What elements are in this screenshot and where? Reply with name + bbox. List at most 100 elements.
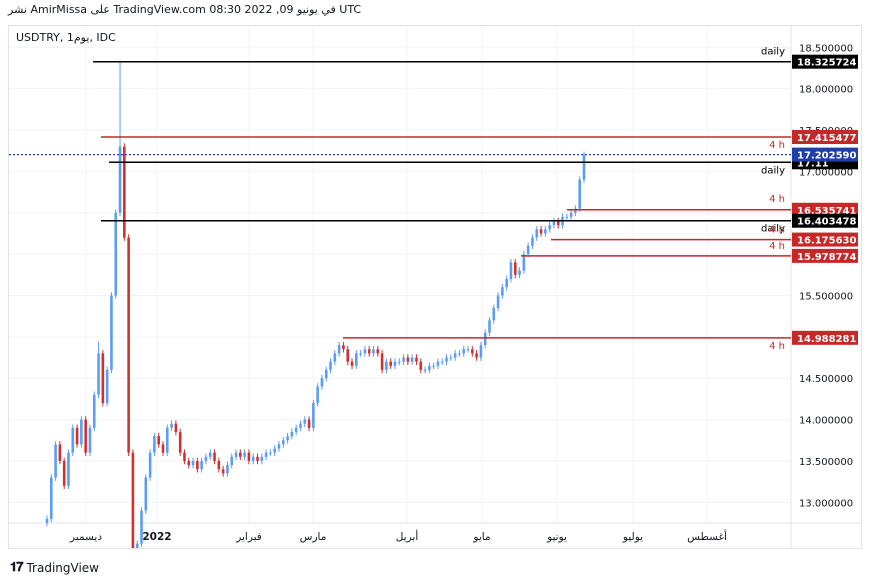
- candle-body: [393, 361, 397, 366]
- candle-body: [445, 357, 448, 362]
- candle-body: [294, 427, 298, 432]
- level-price-tag-bg: [792, 213, 858, 228]
- candle-body: [187, 460, 191, 466]
- level-price-tag-bg: [792, 54, 858, 69]
- candle-body: [299, 423, 302, 428]
- candle-body: [320, 378, 324, 387]
- candle-body: [239, 452, 242, 457]
- level-timeframe-label: daily: [761, 224, 785, 235]
- x-tick-label: يونيو: [546, 531, 567, 543]
- candle-body: [355, 353, 358, 366]
- candle-body: [110, 295, 113, 370]
- candle-body: [522, 254, 526, 271]
- candle-body: [539, 229, 543, 234]
- candle-body: [123, 146, 126, 238]
- level-price-tag: 14.988281: [792, 330, 858, 345]
- candle-body: [367, 349, 371, 354]
- level-timeframe-label: daily: [761, 47, 785, 58]
- candle-body: [54, 444, 57, 478]
- level-price-tag-label: 18.325724: [797, 58, 857, 69]
- y-tick-label: 14.000000: [799, 416, 853, 427]
- candle-body: [226, 465, 229, 474]
- candle-body: [118, 146, 122, 213]
- candle-body: [312, 403, 315, 428]
- candlestick-chart[interactable]: 18.50000018.00000017.50000017.00000016.5…: [9, 26, 861, 548]
- candle-body: [234, 452, 238, 457]
- footer-brand: TradingView: [26, 560, 99, 575]
- level-timeframe-label: 4 h: [769, 140, 785, 151]
- candle-body: [578, 179, 581, 209]
- level-price-tag-label: 16.175630: [797, 236, 857, 247]
- candle-body: [97, 353, 100, 395]
- candle-body: [376, 349, 380, 354]
- candle-body: [105, 369, 109, 404]
- candle-body: [191, 460, 195, 466]
- candle-body: [428, 365, 431, 370]
- candle-body: [333, 353, 337, 362]
- x-tick-label: فبراير: [235, 531, 262, 543]
- candle-body: [466, 349, 470, 351]
- candle-body: [492, 307, 496, 321]
- candle-body: [58, 444, 62, 461]
- x-tick-label: مارس: [300, 531, 327, 543]
- level-price-tag-label: 16.403478: [797, 217, 857, 228]
- current-price-tag: 17.202590: [792, 147, 858, 162]
- candle-body: [324, 369, 328, 379]
- candle-body: [178, 431, 182, 453]
- candle-body: [200, 460, 203, 470]
- candle-body: [531, 237, 534, 246]
- tradingview-logo-icon: 𝟏𝟕: [10, 560, 24, 575]
- candle-body: [62, 460, 66, 486]
- candle-body: [264, 452, 268, 457]
- candle-body: [196, 460, 199, 470]
- candle-body: [135, 543, 139, 548]
- candle-body: [230, 456, 234, 466]
- candle-body: [165, 427, 169, 453]
- candle-body: [346, 349, 350, 362]
- candle-body: [67, 452, 70, 486]
- candle-body: [574, 208, 577, 213]
- candle-body: [453, 353, 457, 358]
- level-price-tag-bg: [792, 130, 858, 145]
- chart-frame[interactable]: 18.50000018.00000017.50000017.00000016.5…: [8, 25, 862, 549]
- candle-body: [513, 262, 517, 275]
- candle-body: [286, 436, 289, 441]
- candle-body: [256, 456, 259, 461]
- candle-body: [290, 431, 294, 437]
- candle-body: [462, 349, 466, 354]
- candle-body: [170, 423, 173, 428]
- candle-body: [157, 436, 160, 445]
- candle-body: [535, 229, 539, 238]
- x-tick-label: أبريل: [396, 529, 419, 543]
- candle-body: [509, 262, 513, 279]
- candle-body: [372, 349, 375, 354]
- candle-body: [140, 510, 143, 544]
- level-price-tag: 16.175630: [792, 232, 858, 247]
- level-timeframe-label: 4 h: [769, 241, 785, 252]
- candle-body: [71, 427, 75, 453]
- candle-body: [350, 361, 354, 366]
- level-price-tag-label: 15.978774: [797, 252, 857, 263]
- level-timeframe-label: 4 h: [769, 194, 785, 205]
- candle-body: [208, 452, 212, 457]
- level-price-tag-label: 16.535741: [797, 206, 857, 217]
- candle-body: [45, 518, 49, 523]
- candle-body: [548, 225, 551, 230]
- candle-body: [505, 278, 508, 288]
- candle-body: [204, 456, 208, 461]
- level-price-tag-bg: [792, 232, 858, 247]
- level-price-tag-label: 14.988281: [797, 334, 857, 345]
- candle-body: [101, 353, 105, 404]
- candle-body: [569, 212, 573, 217]
- candle-body: [397, 361, 401, 363]
- candle-body: [260, 456, 264, 461]
- level-price-tag: 15.978774: [792, 248, 858, 263]
- current-price-tag-bg: [792, 147, 858, 162]
- y-tick-label: 15.500000: [799, 291, 853, 302]
- candle-body: [161, 444, 165, 453]
- publish-header: نشر AmirMissa على TradingView.com في يون…: [8, 3, 362, 16]
- candle-body: [342, 345, 345, 350]
- candle-body: [329, 361, 332, 370]
- candle-body: [303, 419, 307, 424]
- candle-body: [307, 419, 311, 428]
